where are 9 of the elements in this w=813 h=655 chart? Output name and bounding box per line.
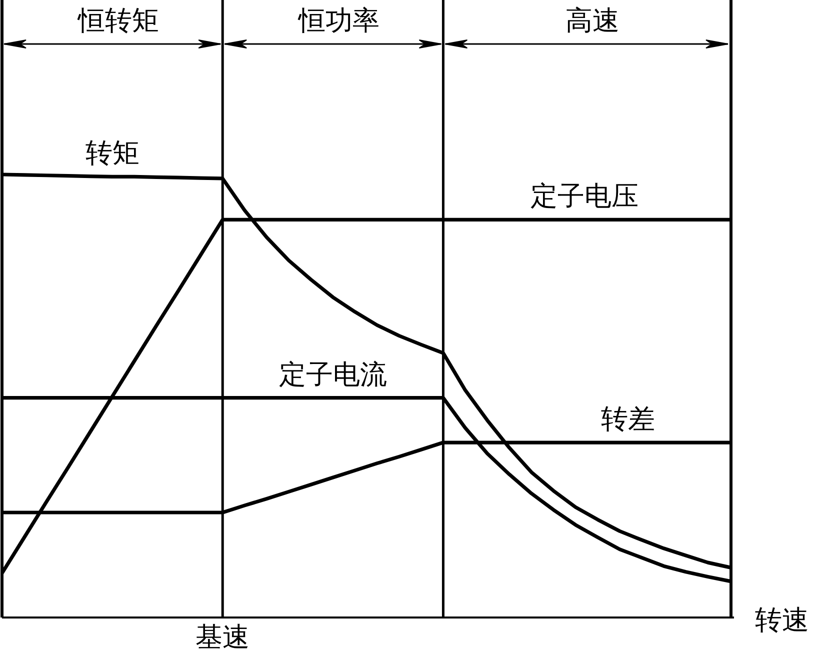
series-label: 转差 [601,404,656,436]
series-label: 定子电压 [530,181,638,212]
text: 基速 [196,622,250,653]
series-label: 定子电流 [279,359,388,390]
x-axis-title: 转速 [755,605,809,636]
series-label: 转矩 [86,138,140,170]
text: 高速 [566,6,620,36]
text: 恒转矩 [76,6,159,36]
text: 恒功率 [297,6,380,36]
